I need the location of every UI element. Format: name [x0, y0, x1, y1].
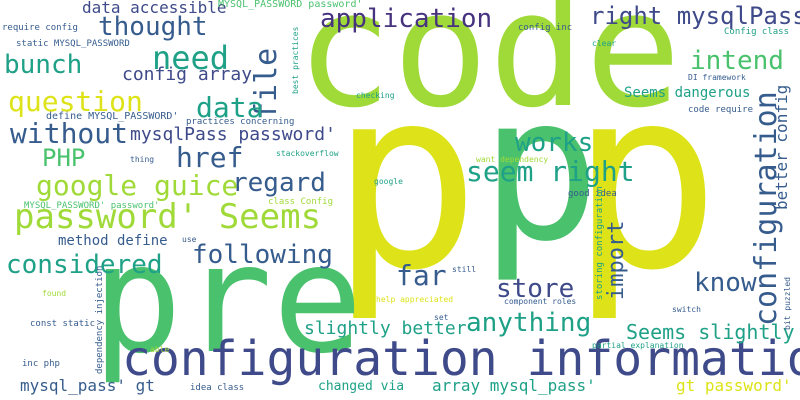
word-array-mysql-pass: array mysql_pass' [432, 376, 596, 395]
word-password-seems: password' Seems [14, 197, 322, 237]
word-code-require: code require [688, 105, 754, 115]
word-changed-via: changed via [318, 379, 405, 394]
word-gt-password: gt password' [676, 376, 792, 395]
word-clear: clear [592, 39, 617, 48]
word-better-config: better config [772, 84, 791, 210]
word-bunch: bunch [4, 50, 83, 80]
word-best-practices: best practices [291, 26, 300, 94]
word-far: far [396, 259, 447, 292]
word-require-config: require config [2, 23, 78, 33]
word-google-guice: google guice [36, 169, 239, 202]
word-data: data [196, 91, 264, 124]
word-still: still [452, 265, 477, 274]
word-configuration-information: configuration information [122, 331, 800, 387]
word-component-roles: component roles [504, 297, 577, 306]
word-mysql-pass-gt: mysql_pass' gt [20, 376, 155, 395]
word-config-array: config array [122, 64, 253, 85]
word-slightly-better: slightly better [304, 318, 467, 339]
word-good-idea: good idea [568, 189, 617, 199]
word-intend: intend [690, 46, 784, 76]
word-use: use [182, 235, 197, 244]
word-able: able [150, 345, 170, 354]
word-practices-concerning: practices concerning [186, 117, 295, 127]
word-considered: considered [6, 250, 163, 280]
word-pre: pre [92, 213, 363, 387]
word-mysqlpass-password: mysqlPass password' [130, 124, 336, 145]
word-switch: switch [672, 305, 701, 314]
word-inc-php: inc php [22, 359, 60, 369]
word-right-mysqlpass: right mysqlPass [590, 2, 800, 30]
word-href: href [176, 141, 244, 174]
word-code: code [296, 0, 682, 143]
word-partial-explanation: partial explanation [592, 341, 684, 350]
word-method-define: method define [58, 233, 168, 249]
word-store: store [496, 274, 575, 304]
word-class-config: class Config [268, 197, 334, 207]
word-anything: anything [466, 308, 592, 338]
word-data-accessible: data accessible [82, 0, 227, 17]
word-di-framework: DI framework [688, 73, 746, 82]
word-need: need [152, 39, 230, 77]
word-mysql-password-password-top: MYSQL_PASSWORD password' [218, 0, 363, 10]
word-static-mysql-password: static MYSQL_PASSWORD [16, 39, 130, 49]
word-want-dependency: want dependency [476, 155, 549, 164]
word-google: google [374, 177, 403, 186]
word-following: following [192, 240, 333, 270]
word-found: found [42, 289, 67, 298]
word-help-appreciated: help appreciated [376, 295, 454, 304]
word-question: question [8, 85, 143, 118]
word-works: works [515, 128, 594, 158]
word-mysql-password-password: MYSQL_PASSWORD' password' [24, 201, 160, 211]
word-import: import [604, 220, 629, 300]
word-const-static: const static [30, 319, 96, 329]
word-without: without [10, 117, 129, 150]
word-define-mysql-password: define MYSQL_PASSWORD' [46, 111, 179, 122]
word-config-class: Config class [724, 27, 790, 37]
word-idea-class: idea class [190, 383, 245, 393]
word-p-middle: p [480, 53, 601, 286]
word-application: application [320, 4, 493, 34]
word-seems-dangerous: Seems dangerous [624, 85, 751, 101]
word-php: PHP [42, 144, 86, 172]
word-dependency-injection: dependency injection [95, 265, 105, 374]
word-checking: checking [356, 91, 395, 100]
word-seems-slightly: Seems slightly [626, 320, 795, 344]
word-config-inc: config inc [518, 23, 573, 33]
word-stackoverflow: stackoverflow [276, 149, 339, 158]
word-bit-puzzled: bit puzzled [783, 277, 792, 330]
word-know: know [694, 268, 757, 298]
word-set: set [434, 313, 449, 322]
word-storing-configuration: storing configuration [595, 186, 605, 300]
word-p-right: p [570, 34, 721, 325]
word-thought: thought [98, 12, 208, 42]
word-thing: thing [130, 155, 155, 164]
word-regard: regard [232, 168, 326, 198]
word-p-left: p [330, 34, 481, 325]
word-seem-right: seem right [466, 155, 635, 188]
